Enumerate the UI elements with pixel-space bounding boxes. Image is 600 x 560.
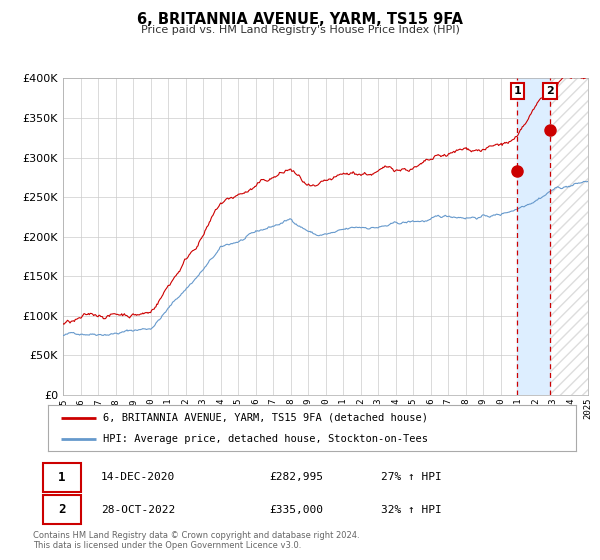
- Bar: [517, 78, 550, 395]
- Text: Contains HM Land Registry data © Crown copyright and database right 2024.: Contains HM Land Registry data © Crown c…: [33, 531, 359, 540]
- Text: 6, BRITANNIA AVENUE, YARM, TS15 9FA (detached house): 6, BRITANNIA AVENUE, YARM, TS15 9FA (det…: [103, 413, 428, 423]
- Text: 1: 1: [58, 470, 65, 484]
- Text: This data is licensed under the Open Government Licence v3.0.: This data is licensed under the Open Gov…: [33, 541, 301, 550]
- FancyBboxPatch shape: [43, 495, 81, 524]
- Text: 2: 2: [58, 503, 65, 516]
- Text: 27% ↑ HPI: 27% ↑ HPI: [380, 472, 442, 482]
- Text: 6, BRITANNIA AVENUE, YARM, TS15 9FA: 6, BRITANNIA AVENUE, YARM, TS15 9FA: [137, 12, 463, 27]
- Text: HPI: Average price, detached house, Stockton-on-Tees: HPI: Average price, detached house, Stoc…: [103, 435, 428, 444]
- Text: 1: 1: [514, 86, 521, 96]
- Text: £282,995: £282,995: [270, 472, 324, 482]
- Text: 32% ↑ HPI: 32% ↑ HPI: [380, 505, 442, 515]
- Text: Price paid vs. HM Land Registry's House Price Index (HPI): Price paid vs. HM Land Registry's House …: [140, 25, 460, 35]
- Text: 14-DEC-2020: 14-DEC-2020: [101, 472, 175, 482]
- Text: 28-OCT-2022: 28-OCT-2022: [101, 505, 175, 515]
- Bar: [550, 78, 588, 395]
- Bar: [550, 78, 588, 395]
- Text: £335,000: £335,000: [270, 505, 324, 515]
- Text: 2: 2: [546, 86, 554, 96]
- FancyBboxPatch shape: [43, 463, 81, 492]
